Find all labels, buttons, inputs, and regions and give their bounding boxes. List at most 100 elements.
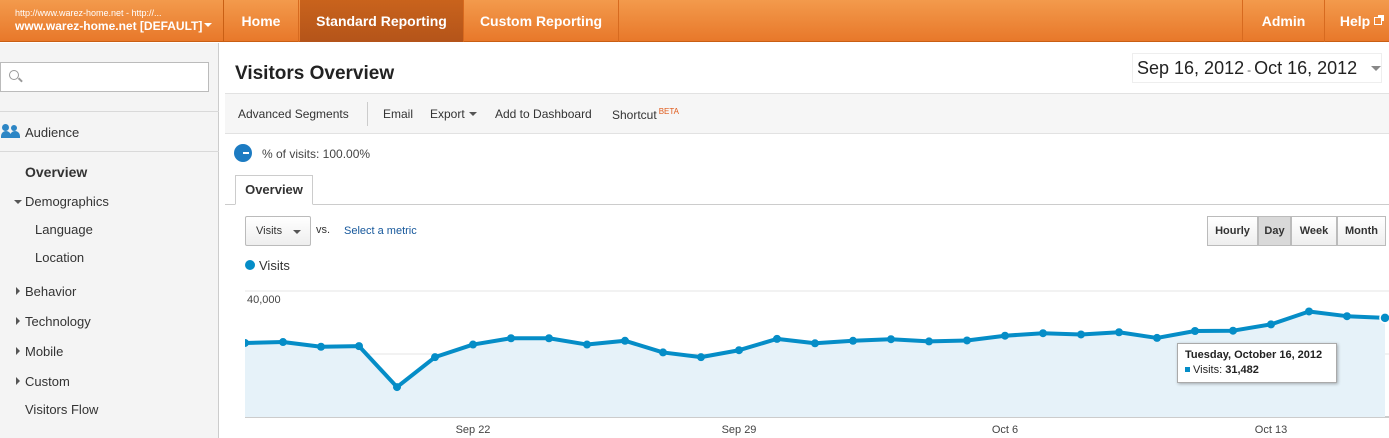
search-input[interactable]: [0, 62, 209, 92]
legend-swatch: [245, 260, 255, 270]
account-selector[interactable]: http://www.warez-home.net - http://... w…: [0, 0, 224, 42]
data-point[interactable]: [245, 338, 249, 347]
granularity-day-button[interactable]: Day: [1258, 216, 1291, 246]
sidebar-item-label: Technology: [25, 314, 91, 329]
x-tick-label: Oct 6: [992, 424, 1018, 436]
data-point[interactable]: [963, 336, 971, 345]
sidebar-item-location[interactable]: Location: [35, 250, 85, 265]
sidebar-item-visitors-flow[interactable]: Visitors Flow: [25, 402, 99, 417]
chevron-down-icon: [1371, 66, 1381, 71]
beta-badge: BETA: [658, 107, 680, 116]
shortcut-button[interactable]: Shortcut BETA: [612, 107, 679, 122]
data-point[interactable]: [507, 334, 515, 343]
data-point[interactable]: [1001, 331, 1009, 340]
add-to-dashboard-button[interactable]: Add to Dashboard: [495, 107, 592, 121]
nav-help-tab[interactable]: Help: [1326, 0, 1389, 42]
nav-admin-tab[interactable]: Admin: [1242, 0, 1325, 42]
data-point[interactable]: [1379, 312, 1389, 324]
data-point[interactable]: [811, 339, 819, 348]
tooltip-swatch: [1185, 367, 1190, 372]
sidebar-item-label: Custom: [25, 374, 70, 389]
data-point[interactable]: [1077, 330, 1085, 339]
date-range-picker[interactable]: Sep 16, 2012- Oct 16, 2012: [1132, 53, 1382, 83]
nav-home-tab[interactable]: Home: [224, 0, 299, 42]
data-point[interactable]: [1153, 333, 1161, 342]
sidebar-item-overview[interactable]: Overview: [25, 164, 88, 180]
metric-label: Visits: [256, 225, 283, 237]
sidebar-section-audience[interactable]: Audience: [0, 113, 219, 151]
segment-pie-icon: [234, 144, 252, 162]
tab-divider: [225, 204, 1389, 205]
report-toolbar: Advanced Segments Email Export Add to Da…: [225, 93, 1389, 134]
date-start: Sep 16, 2012: [1137, 58, 1245, 78]
segment-summary: % of visits: 100.00%: [262, 147, 371, 161]
data-point[interactable]: [621, 336, 629, 345]
data-point[interactable]: [735, 346, 743, 355]
y-tick-label: 40,000: [247, 294, 281, 306]
chevron-down-icon: [293, 230, 301, 234]
data-point[interactable]: [431, 353, 439, 362]
profile-name: www.warez-home.net [DEFAULT]: [15, 19, 203, 33]
date-separator: -: [1247, 63, 1252, 77]
advanced-segments-button[interactable]: Advanced Segments: [238, 107, 349, 121]
data-point[interactable]: [1343, 312, 1351, 321]
export-label: Export: [430, 107, 465, 121]
data-point[interactable]: [317, 342, 325, 351]
granularity-hourly-button[interactable]: Hourly: [1207, 216, 1258, 246]
sidebar-item-behavior[interactable]: Behavior: [16, 284, 76, 299]
granularity-week-button[interactable]: Week: [1291, 216, 1337, 246]
data-point[interactable]: [355, 342, 363, 351]
data-point[interactable]: [773, 334, 781, 343]
tooltip-label: Visits:: [1193, 364, 1223, 376]
data-point[interactable]: [1229, 326, 1237, 335]
legend-label: Visits: [259, 258, 290, 273]
data-point[interactable]: [697, 353, 705, 362]
page-title: Visitors Overview: [235, 63, 395, 84]
chevron-right-icon: [16, 347, 20, 355]
data-point[interactable]: [1305, 307, 1313, 316]
data-point[interactable]: [469, 340, 477, 349]
data-point[interactable]: [925, 337, 933, 346]
sidebar-item-technology[interactable]: Technology: [16, 314, 91, 329]
sidebar-item-custom[interactable]: Custom: [16, 374, 70, 389]
data-point[interactable]: [887, 335, 895, 344]
visits-area: [245, 311, 1385, 417]
granularity-month-button[interactable]: Month: [1337, 216, 1386, 246]
date-end: Oct 16, 2012: [1254, 58, 1358, 78]
chevron-right-icon: [16, 377, 20, 385]
sidebar-divider: [0, 111, 219, 112]
metric-selector[interactable]: Visits: [245, 216, 311, 246]
tooltip-value-row: Visits: 31,482: [1185, 364, 1329, 376]
search-icon: [9, 70, 19, 80]
data-point[interactable]: [583, 340, 591, 349]
nav-standard-reporting-tab[interactable]: Standard Reporting: [300, 0, 464, 42]
shortcut-label: Shortcut: [612, 108, 657, 122]
tab-overview[interactable]: Overview: [235, 175, 313, 205]
x-tick-label: Sep 29: [722, 424, 757, 436]
data-point[interactable]: [279, 338, 287, 347]
data-point[interactable]: [1039, 329, 1047, 338]
tooltip-date: Tuesday, October 16, 2012: [1185, 349, 1323, 361]
sidebar-item-label: Behavior: [25, 284, 77, 299]
data-point[interactable]: [545, 334, 553, 343]
sidebar-item-demographics[interactable]: Demographics: [14, 194, 109, 209]
sidebar-item-language[interactable]: Language: [35, 222, 93, 237]
x-tick-label: Oct 13: [1255, 424, 1287, 436]
export-button[interactable]: Export: [430, 107, 477, 121]
data-point[interactable]: [659, 348, 667, 357]
data-point[interactable]: [1267, 320, 1275, 329]
chevron-right-icon: [16, 317, 20, 325]
nav-custom-reporting-tab[interactable]: Custom Reporting: [464, 0, 619, 42]
account-url: http://www.warez-home.net - http://...: [15, 8, 162, 18]
top-nav-bar: http://www.warez-home.net - http://... w…: [0, 0, 1389, 42]
email-button[interactable]: Email: [383, 107, 414, 121]
data-point[interactable]: [1115, 328, 1123, 337]
data-point[interactable]: [1191, 327, 1199, 336]
sidebar-item-mobile[interactable]: Mobile: [16, 344, 63, 359]
toolbar-divider: [367, 102, 368, 126]
data-point[interactable]: [393, 383, 401, 392]
help-label: Help: [1339, 13, 1371, 29]
data-point[interactable]: [849, 336, 857, 345]
select-metric-link[interactable]: Select a metric: [344, 225, 417, 237]
